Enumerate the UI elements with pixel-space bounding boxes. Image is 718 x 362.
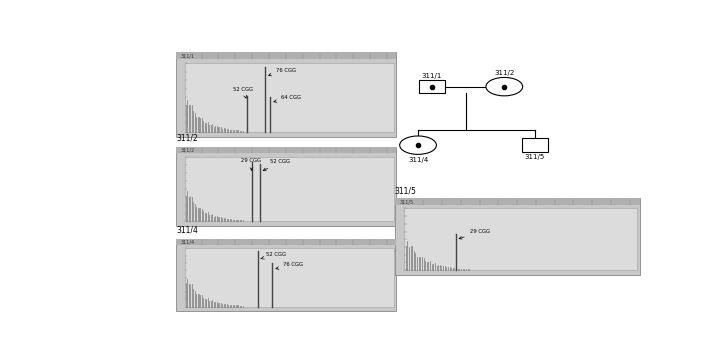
Bar: [176, 239, 396, 245]
Text: 311/5: 311/5: [525, 154, 545, 160]
Text: 311/1: 311/1: [180, 53, 195, 58]
Bar: [521, 139, 549, 152]
Text: 76 CGG: 76 CGG: [276, 262, 303, 269]
Text: 311/2: 311/2: [180, 148, 195, 153]
Circle shape: [486, 77, 523, 96]
Text: 311/4: 311/4: [180, 239, 195, 244]
Bar: [395, 198, 640, 205]
Text: 52 CGG: 52 CGG: [263, 159, 290, 171]
Bar: [176, 239, 396, 311]
Bar: [176, 147, 396, 226]
Bar: [404, 209, 637, 270]
Bar: [395, 198, 640, 275]
Text: 311/5: 311/5: [395, 186, 416, 195]
Bar: [176, 52, 396, 59]
Text: 52 CGG: 52 CGG: [261, 252, 286, 259]
Text: 311/4: 311/4: [408, 157, 428, 163]
Bar: [185, 248, 393, 307]
Text: 64 CGG: 64 CGG: [274, 95, 301, 102]
Bar: [185, 157, 393, 221]
Bar: [176, 52, 396, 137]
Bar: [185, 63, 393, 132]
Bar: [419, 80, 445, 93]
Text: 76 CGG: 76 CGG: [269, 68, 296, 76]
Text: 311/5: 311/5: [400, 199, 414, 204]
Text: 52 CGG: 52 CGG: [233, 87, 253, 98]
Circle shape: [400, 136, 437, 154]
Text: 311/2: 311/2: [494, 70, 514, 76]
Text: 311/1: 311/1: [421, 72, 442, 79]
Bar: [176, 147, 396, 153]
Text: 29 CGG: 29 CGG: [241, 158, 261, 171]
Text: 311/2: 311/2: [176, 133, 197, 142]
Text: 311/4: 311/4: [176, 226, 198, 234]
Text: 29 CGG: 29 CGG: [459, 230, 490, 239]
